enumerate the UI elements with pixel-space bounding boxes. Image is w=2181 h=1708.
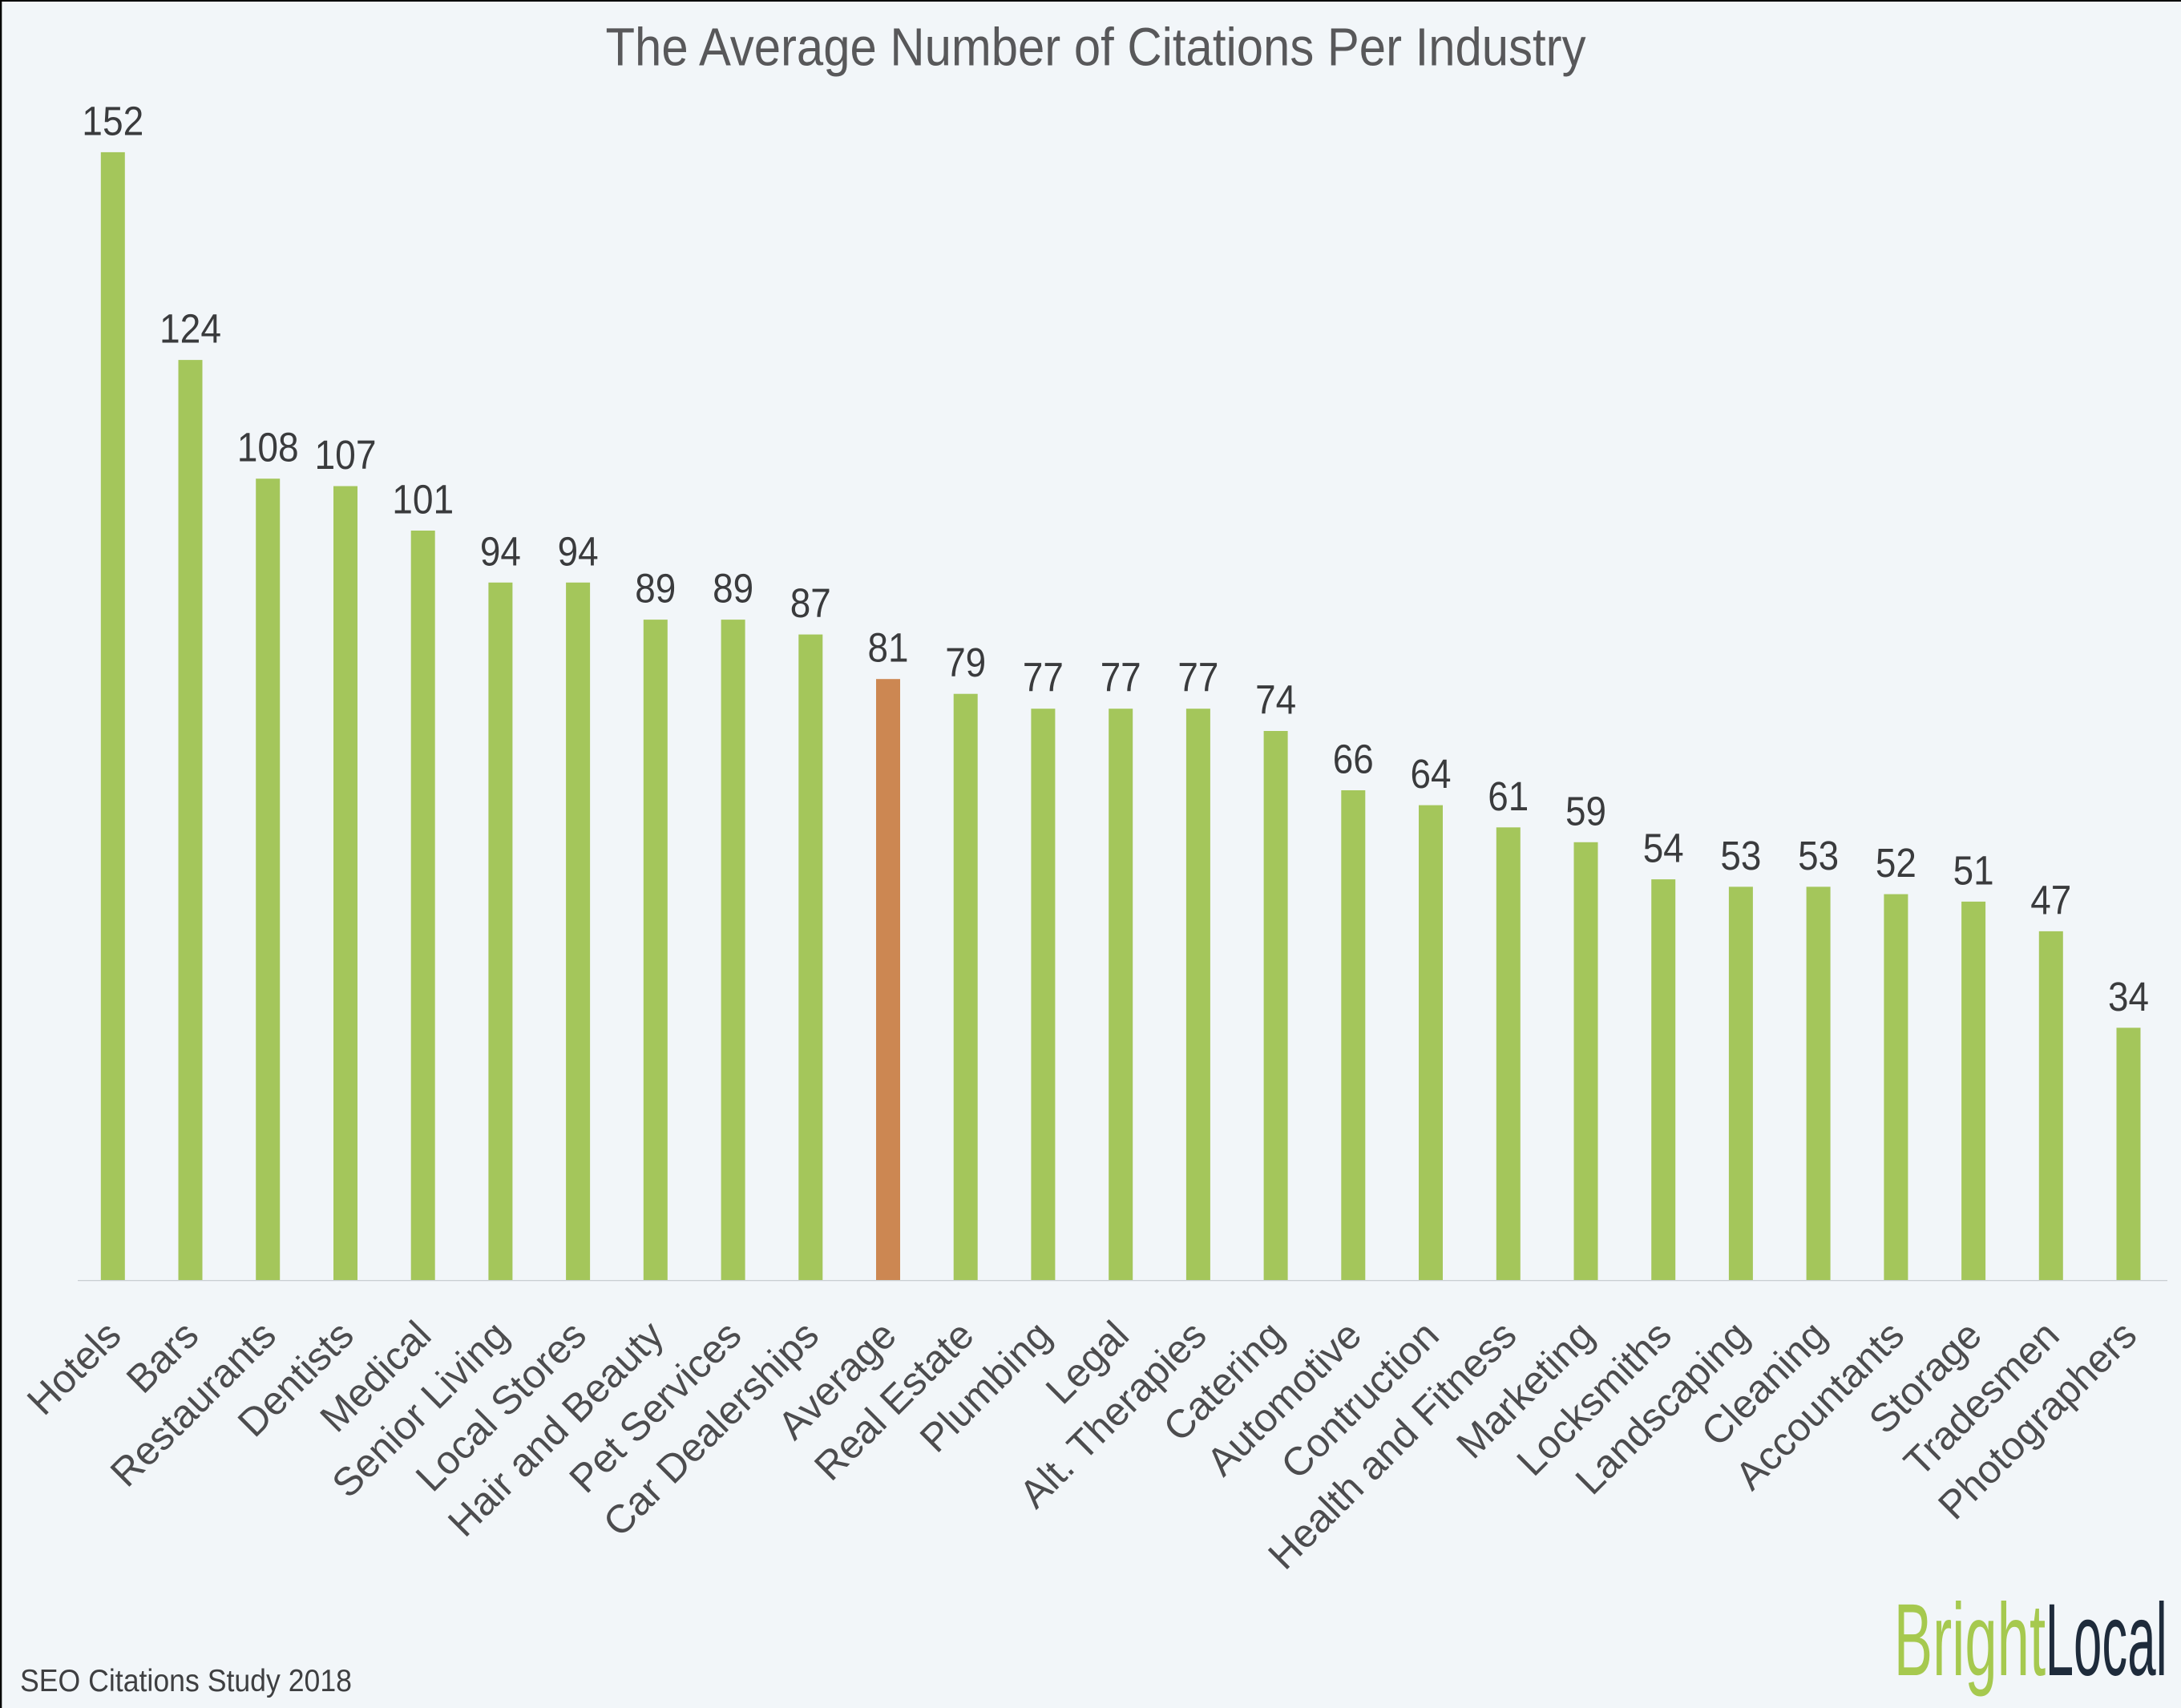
svg-text:59: 59 bbox=[1565, 788, 1606, 834]
svg-text:89: 89 bbox=[635, 566, 676, 612]
svg-text:77: 77 bbox=[1177, 655, 1218, 701]
svg-text:SEO Citations Study 2018: SEO Citations Study 2018 bbox=[20, 1664, 352, 1698]
svg-text:Local: Local bbox=[2046, 1583, 2167, 1698]
svg-text:77: 77 bbox=[1101, 655, 1141, 701]
svg-text:53: 53 bbox=[1720, 833, 1761, 878]
svg-text:51: 51 bbox=[1953, 847, 1994, 893]
svg-text:152: 152 bbox=[82, 98, 143, 143]
svg-text:87: 87 bbox=[790, 580, 831, 626]
svg-text:81: 81 bbox=[868, 625, 909, 671]
svg-text:107: 107 bbox=[315, 432, 377, 478]
svg-text:66: 66 bbox=[1333, 737, 1374, 782]
svg-text:54: 54 bbox=[1643, 826, 1684, 871]
svg-text:64: 64 bbox=[1411, 751, 1452, 797]
svg-text:61: 61 bbox=[1488, 773, 1529, 819]
svg-text:Bright: Bright bbox=[1894, 1583, 2046, 1698]
svg-text:94: 94 bbox=[480, 528, 521, 574]
svg-text:74: 74 bbox=[1255, 677, 1296, 723]
svg-text:53: 53 bbox=[1798, 833, 1839, 878]
svg-text:124: 124 bbox=[160, 306, 221, 352]
svg-text:89: 89 bbox=[713, 566, 753, 612]
svg-text:108: 108 bbox=[237, 425, 299, 470]
svg-text:79: 79 bbox=[945, 640, 986, 685]
svg-text:52: 52 bbox=[1876, 840, 1916, 886]
svg-text:94: 94 bbox=[558, 528, 599, 574]
svg-text:47: 47 bbox=[2030, 877, 2071, 923]
svg-text:The Average Number of Citation: The Average Number of Citations Per Indu… bbox=[606, 18, 1586, 78]
svg-text:101: 101 bbox=[392, 477, 454, 523]
svg-text:77: 77 bbox=[1023, 655, 1064, 701]
svg-text:34: 34 bbox=[2108, 974, 2149, 1020]
